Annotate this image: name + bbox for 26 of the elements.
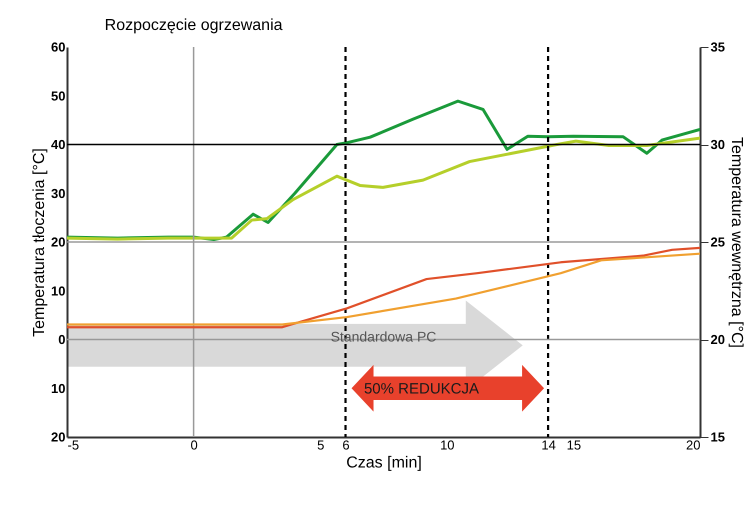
y2-tick-label: 35: [710, 40, 725, 54]
x-axis-title: Czas [min]: [346, 454, 422, 472]
y2-tick-label: 20: [710, 332, 725, 347]
y-tick-label: 50: [51, 88, 66, 104]
y-tick-label: 0: [58, 332, 66, 347]
x-tick-label: 20: [686, 438, 700, 452]
x-tick-label: 6: [342, 438, 350, 452]
x-tick-label: -5: [68, 438, 80, 452]
x-tick-label: 14: [541, 438, 556, 452]
x-tick-label: 10: [440, 438, 455, 452]
x-tick-label: 15: [566, 438, 582, 452]
y2-tick-label: 25: [710, 234, 725, 250]
x-tick-label: 0: [190, 438, 198, 452]
y2-tick-label: 30: [710, 137, 725, 152]
annotation: 50% REDUKCJA: [364, 380, 480, 398]
y-tick-label: 60: [51, 40, 66, 54]
annotation: Standardowa PC: [330, 328, 436, 345]
y-axis-title: Temperatura tłoczenia [°C]: [31, 148, 48, 337]
x-tick-label: 5: [317, 438, 324, 452]
y-tick-label: 40: [51, 137, 66, 152]
y2-axis-title: Temperatura wewnętrzna [°C]: [728, 137, 745, 348]
y-tick-label: 30: [51, 186, 66, 201]
y-tick-label: 20: [51, 234, 66, 250]
y-tick-label: 10: [51, 380, 66, 396]
y-tick-label: 10: [51, 283, 66, 298]
ref-line-label: Rozpoczęcie ogrzewania: [104, 17, 283, 34]
